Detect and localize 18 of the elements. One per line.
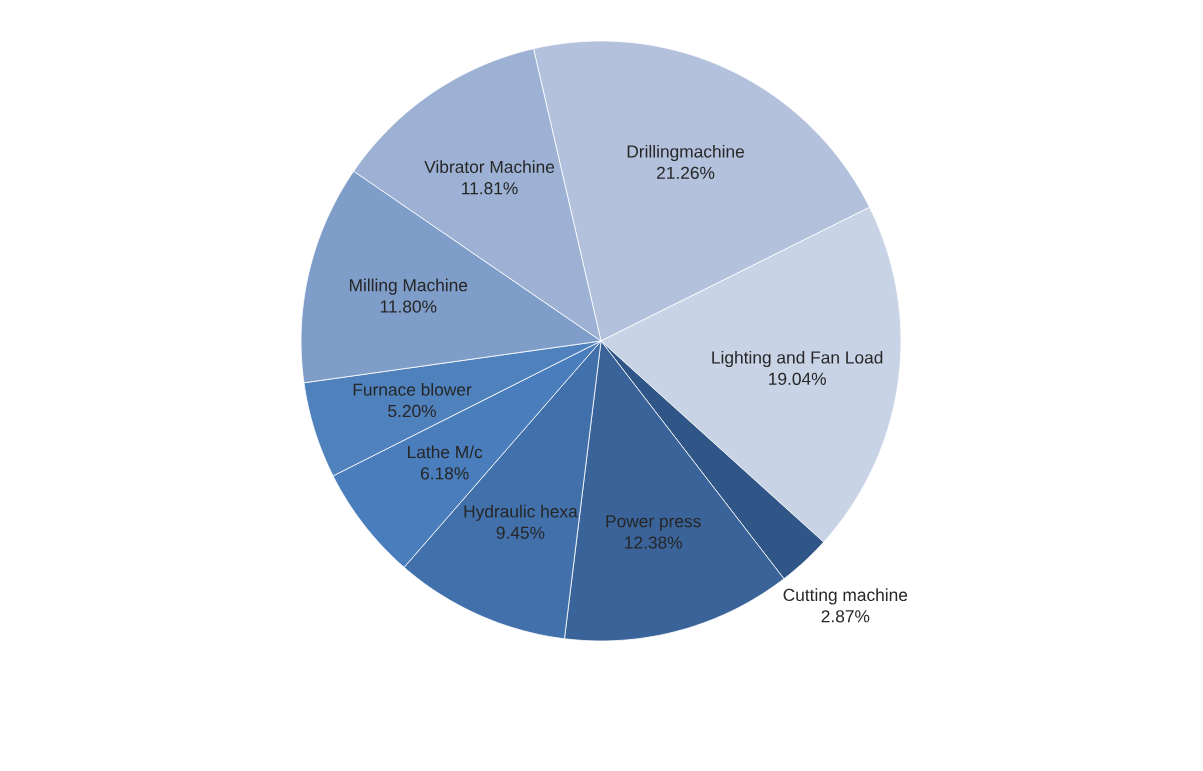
- slice-label: Milling Machine: [349, 278, 468, 295]
- data-label: 6.18%: [420, 467, 469, 480]
- slice-label: Vibrator Machine: [424, 160, 555, 174]
- slice-label: Lathe M/c: [408, 445, 483, 459]
- data-label: 11.81%: [462, 182, 518, 195]
- slice-label: Cutting machine: [783, 588, 908, 605]
- slice-label: Power press: [606, 515, 701, 531]
- data-label: 11.80%: [380, 300, 437, 313]
- data-label: 21.26%: [657, 166, 715, 179]
- data-label: 2.87%: [821, 610, 870, 623]
- slice-label: Lighting and Fan Load: [712, 350, 883, 368]
- data-label: 19.04%: [769, 372, 826, 385]
- data-label: 12.38%: [625, 536, 682, 549]
- data-label: 5.20%: [388, 404, 436, 418]
- data-label: 9.45%: [496, 526, 545, 539]
- slice-label: Hydraulic hexa: [464, 504, 578, 521]
- slice-label: Furnace blower: [353, 383, 472, 396]
- slice-label: Drillingmachine: [627, 144, 744, 162]
